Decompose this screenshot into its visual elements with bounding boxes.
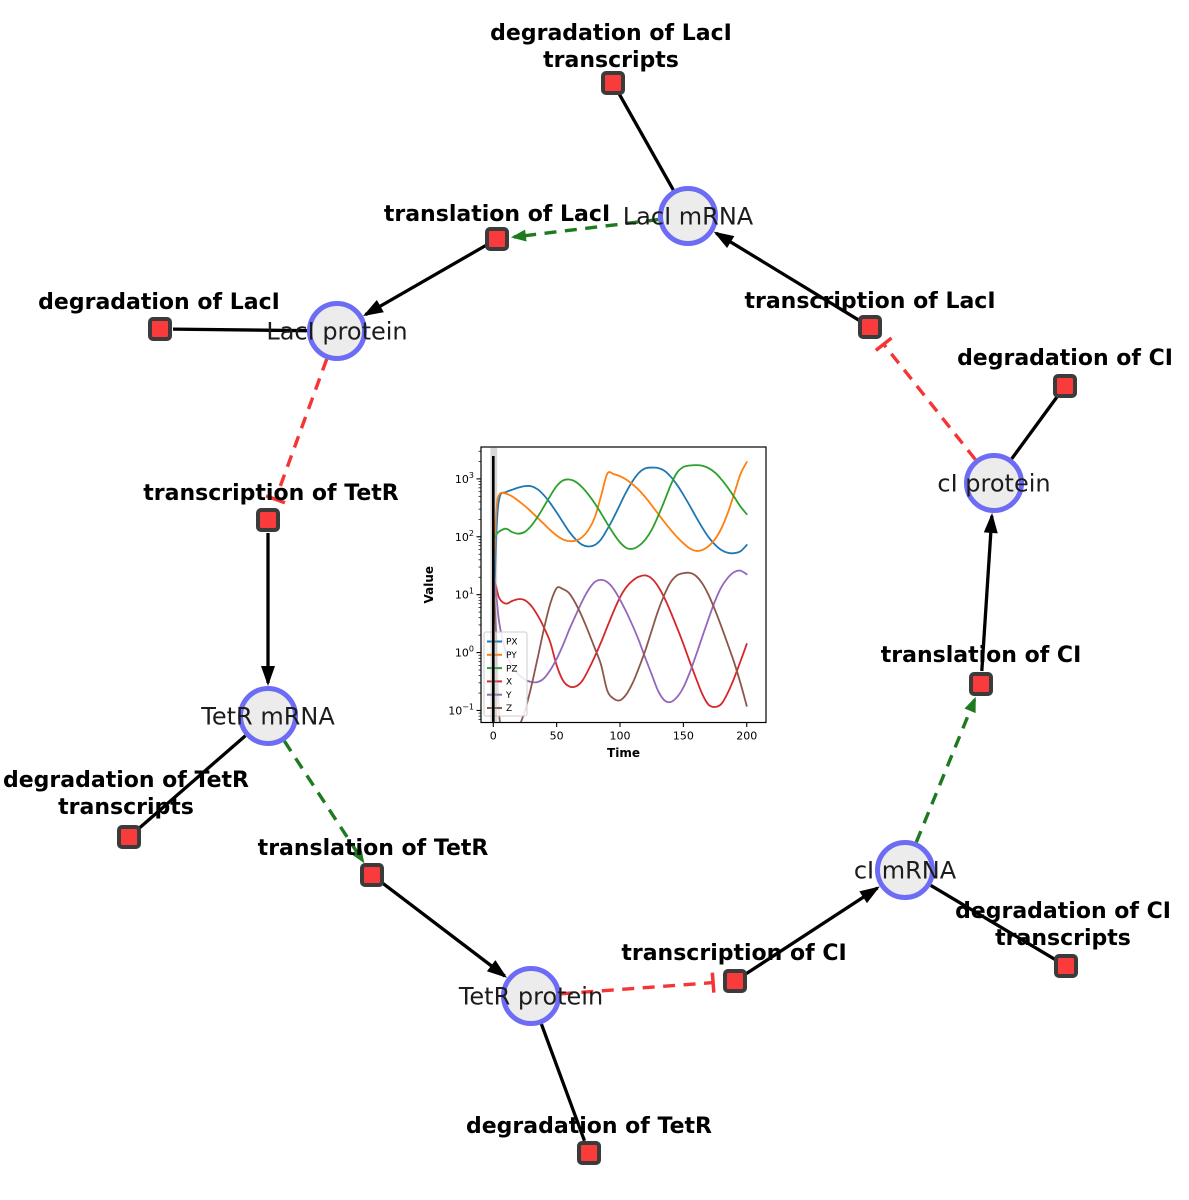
chart-x-tick-label: 50 xyxy=(550,730,564,743)
chart-x-tick-label: 150 xyxy=(673,730,694,743)
chart-y-tick-label: 102 xyxy=(455,529,474,544)
edge-arrow-tln_laci-laci_protein xyxy=(362,244,487,317)
reaction-label-deg_tetr_tx: degradation of TetR transcripts xyxy=(3,768,249,820)
chart-legend-label-PX: PX xyxy=(506,638,518,648)
chart-legend-label-Y: Y xyxy=(505,691,512,701)
edge-catalysis-tetr_mrna-tln_tetr xyxy=(282,740,365,864)
species-label-laci_mrna: LacI mRNA xyxy=(623,203,754,231)
inset-chart: 0 50 100 150 200 10−1 100 101 102 103 Time Value PX P… xyxy=(422,446,767,760)
edge-inhibition-tetr_protein-txn_ci xyxy=(560,972,716,996)
species-node-tetr_protein xyxy=(501,966,561,1026)
chart-series-PZ xyxy=(492,464,748,550)
species-label-tetr_mrna: TetR mRNA xyxy=(200,703,335,731)
reaction-label-deg_ci_tx: degradation of CI transcripts xyxy=(955,899,1171,951)
reaction-node-tln_ci xyxy=(969,672,993,696)
chart-ylabel: Value xyxy=(422,566,436,604)
chart-x-tick-label: 100 xyxy=(610,730,631,743)
reaction-node-tln_tetr xyxy=(360,863,384,887)
species-node-tetr_mrna xyxy=(238,686,298,746)
chart-axes-frame xyxy=(480,446,767,724)
chart-legend-label-X: X xyxy=(506,678,512,688)
edge-inhibition-laci_protein-txn_tetr xyxy=(265,358,329,505)
reaction-label-deg_laci_tx: degradation of LacI transcripts xyxy=(490,21,732,73)
edge-line-laci_protein-deg_laci xyxy=(172,327,308,333)
chart-y-tick-label: 10−1 xyxy=(448,702,474,717)
chart-y-tick-label: 103 xyxy=(455,471,474,486)
species-label-laci_protein: LacI protein xyxy=(266,318,407,346)
reaction-label-tln_ci: translation of CI xyxy=(881,643,1082,668)
reaction-label-tln_tetr: translation of TetR xyxy=(258,836,489,861)
edge-arrow-tln_tetr-tetr_protein xyxy=(381,881,508,978)
species-node-ci_mrna xyxy=(875,840,935,900)
edge-line-ci_mrna-deg_ci_tx xyxy=(929,883,1056,961)
species-node-laci_protein xyxy=(307,301,367,361)
chart-xlabel: Time xyxy=(607,746,640,760)
edge-layer xyxy=(137,93,1059,1142)
edge-line-deg_laci_tx-laci_mrna xyxy=(617,93,675,191)
reaction-node-deg_tetr_tx xyxy=(117,825,141,849)
chart-series-X xyxy=(492,574,748,708)
edge-arrow-txn_ci-ci_mrna xyxy=(744,886,880,976)
reaction-node-deg_tetr xyxy=(577,1141,601,1165)
reaction-label-deg_laci: degradation of LacI xyxy=(38,290,280,315)
reaction-node-tln_laci xyxy=(485,227,509,251)
reaction-label-txn_tetr: transcription of TetR xyxy=(143,481,399,506)
edge-line-tetr_mrna-deg_tetr_tx xyxy=(137,734,247,830)
label-layer: degradation of LacI transcripts translatio… xyxy=(3,21,1173,1139)
species-node-ci_protein xyxy=(964,453,1024,513)
edge-arrow-tln_ci-ci_protein xyxy=(980,512,998,672)
edge-line-tetr_protein-deg_tetr xyxy=(539,1023,587,1142)
reaction-node-deg_ci_tx xyxy=(1054,954,1078,978)
edge-inhibition-ci_protein-txn_laci xyxy=(874,336,977,461)
chart-series-PX xyxy=(492,466,748,636)
chart-x-tick-label: 200 xyxy=(736,730,757,743)
species-node-laci_mrna xyxy=(658,186,718,246)
reaction-label-txn_ci: transcription of CI xyxy=(621,941,846,966)
chart-legend-label-PZ: PZ xyxy=(506,664,518,674)
species-label-tetr_protein: TetR protein xyxy=(458,983,603,1011)
chart-series-Z xyxy=(492,571,748,723)
reaction-label-txn_laci: transcription of LacI xyxy=(744,289,995,314)
chart-y-tick-label: 101 xyxy=(455,587,474,602)
chart-series-PY xyxy=(492,461,748,573)
chart-x-tick-label: 0 xyxy=(490,730,497,743)
reaction-node-txn_tetr xyxy=(256,508,280,532)
reaction-node-txn_ci xyxy=(723,969,747,993)
chart-legend-label-PY: PY xyxy=(506,651,517,661)
chart-plot-area xyxy=(492,461,748,723)
species-label-ci_mrna: cI mRNA xyxy=(854,857,957,885)
species-label-ci_protein: cI protein xyxy=(937,470,1050,498)
chart-series-Y xyxy=(492,569,748,704)
chart-legend-label-Z: Z xyxy=(506,704,512,714)
edge-catalysis-laci_mrna-tln_laci xyxy=(510,217,659,242)
reaction-node-deg_ci xyxy=(1053,374,1077,398)
chart-y-tick-label: 100 xyxy=(455,645,474,660)
edge-catalysis-ci_mrna-tln_ci xyxy=(914,696,977,843)
node-layer xyxy=(117,71,1078,1165)
reaction-node-deg_laci xyxy=(148,317,172,341)
reaction-label-deg_ci: degradation of CI xyxy=(957,346,1173,371)
edge-arrow-txn_laci-laci_mrna xyxy=(713,231,860,322)
reaction-label-tln_laci: translation of LacI xyxy=(384,202,610,227)
reaction-node-deg_laci_tx xyxy=(601,71,625,95)
reaction-node-txn_laci xyxy=(858,315,882,339)
reaction-label-deg_tetr: degradation of TetR xyxy=(466,1114,712,1139)
edge-line-ci_protein-deg_ci xyxy=(1010,395,1059,460)
